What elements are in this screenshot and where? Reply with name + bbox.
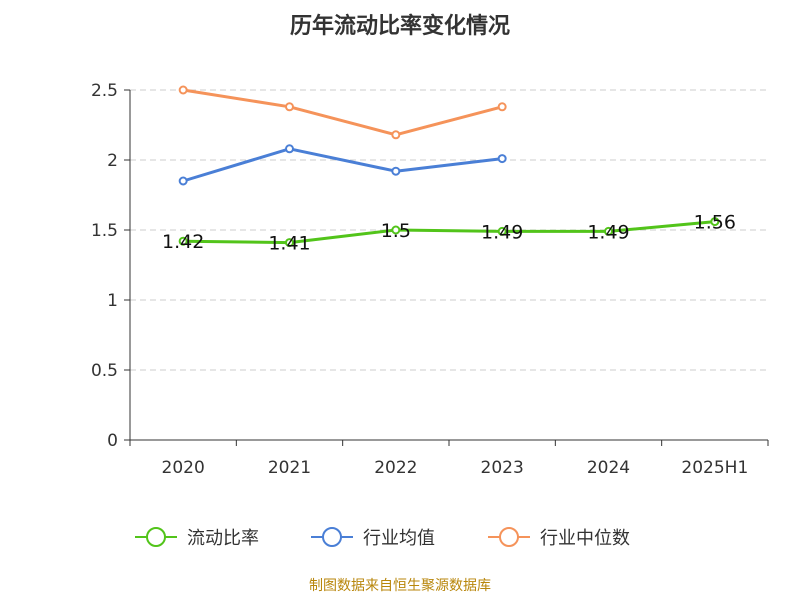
legend-label-1: 流动比率 <box>187 528 259 549</box>
series-point-3 <box>178 85 188 95</box>
series-line-3 <box>182 88 503 137</box>
series-point-2 <box>285 144 294 154</box>
series-point-1 <box>710 217 720 227</box>
x-tick-label: 2021 <box>268 458 311 478</box>
legend-label-2: 行业均值 <box>363 528 435 549</box>
x-tick-label: 2020 <box>162 458 205 478</box>
x-tick-label: 2022 <box>374 458 417 478</box>
data-label: 1.41 <box>268 233 310 255</box>
y-tick-label: 2.5 <box>91 81 118 101</box>
source-note: 制图数据来自恒生聚源数据库 <box>309 578 491 594</box>
y-tick-label: 0.5 <box>91 361 118 381</box>
legend-marker-2 <box>322 527 342 547</box>
y-tick-label: 1 <box>107 291 118 311</box>
series-point-3 <box>285 102 294 112</box>
legend-marker-3 <box>499 527 519 547</box>
series-lines <box>178 85 720 248</box>
data-labels: 1.42 1.41 1.5 1.49 1.49 1.56 <box>162 212 736 255</box>
series-point-2 <box>178 176 188 186</box>
y-tick-label: 2 <box>107 151 118 171</box>
grid-lines <box>130 89 768 371</box>
data-label: 1.49 <box>587 221 629 243</box>
chart-title: 历年流动比率变化情况 <box>290 13 510 39</box>
data-label: 1.49 <box>481 221 523 243</box>
x-tick-label: 2025H1 <box>681 458 748 478</box>
data-label: 1.42 <box>162 231 204 253</box>
series-point-1 <box>604 226 613 236</box>
series-line-1 <box>183 220 715 245</box>
series-point-3 <box>391 130 401 140</box>
series-point-1 <box>391 225 401 235</box>
legend-marker-1 <box>146 527 166 547</box>
legend-label-3: 行业中位数 <box>540 528 630 549</box>
axes: 0 0.5 1 1.5 2 2.5 2020 2021 2022 2023 2024 2025H1 <box>91 81 769 478</box>
series-point-2 <box>391 166 401 176</box>
legend: 流动比率 行业均值 行业中位数 <box>135 527 630 549</box>
series-point-2 <box>497 154 507 164</box>
series-point-1 <box>178 236 188 246</box>
series-point-3 <box>497 102 507 112</box>
series-line-2 <box>182 147 503 183</box>
x-tick-label: 2023 <box>481 458 524 478</box>
x-tick-label: 2024 <box>587 458 630 478</box>
y-tick-label: 1.5 <box>91 221 118 241</box>
data-label: 1.5 <box>381 220 411 242</box>
y-tick-label: 0 <box>107 431 118 451</box>
series-point-1 <box>285 238 294 248</box>
series-point-1 <box>497 226 507 236</box>
data-label: 1.56 <box>694 212 736 234</box>
